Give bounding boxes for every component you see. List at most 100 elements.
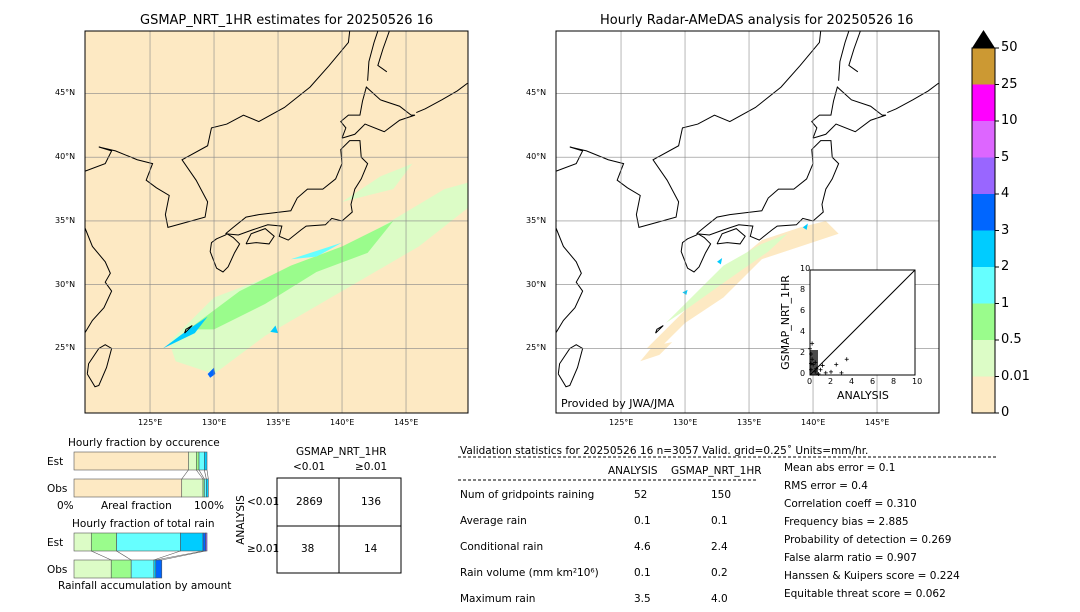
- scatter-y-tick: 2: [800, 348, 806, 357]
- score-line: Hanssen & Kuipers score = 0.224: [784, 570, 960, 582]
- lon-tick-label: 125°E: [138, 418, 163, 427]
- right-map-content: [556, 31, 939, 413]
- score-line: Frequency bias = 2.885: [784, 516, 909, 528]
- coastline: [85, 31, 351, 228]
- left-map-frame: [84, 30, 469, 414]
- lat-tick-label: 40°N: [526, 152, 547, 162]
- colorbar-segment: [972, 303, 995, 340]
- rain-fraction-bar-connector: [155, 550, 204, 561]
- rain-fraction-bar-segment: [202, 532, 206, 552]
- radar-coverage-area: [640, 342, 673, 362]
- provider-credit: Provided by JWA/JMA: [561, 397, 675, 410]
- lon-tick-label: 135°E: [737, 418, 762, 427]
- colorbar-segment: [972, 84, 995, 121]
- cell-hit: 14: [364, 543, 378, 555]
- occ-obs-label: Obs: [47, 483, 68, 495]
- lon-tick-label: 145°E: [865, 418, 890, 427]
- score-line: Correlation coeff = 0.310: [784, 498, 917, 510]
- rain-fraction-bar-segment: [90, 532, 117, 552]
- scatter-point: [820, 363, 825, 368]
- rain-area-heavy: [290, 242, 343, 260]
- rain-est-label: Est: [47, 537, 64, 549]
- cell-hit-none: 2869: [296, 496, 323, 508]
- stats-col-analysis: ANALYSIS: [608, 465, 658, 477]
- lon-tick-label: 135°E: [266, 418, 291, 427]
- right-map-title: Hourly Radar-AMeDAS analysis for 2025052…: [600, 13, 914, 28]
- scatter-point: [829, 369, 833, 374]
- stats-row-label: Num of gridpoints raining: [460, 489, 595, 501]
- lat-tick-label: 25°N: [55, 343, 76, 353]
- coastline: [716, 228, 746, 245]
- scatter-x-tick: 2: [828, 377, 834, 386]
- colorbar-segment: [972, 267, 995, 304]
- colorbar-label: 1: [1001, 295, 1010, 311]
- rain-fraction-bar-segment: [116, 532, 181, 552]
- stats-gsmap-value: 4.0: [711, 593, 728, 605]
- coastline: [416, 82, 468, 114]
- colorbar-segment: [972, 340, 995, 377]
- rain-fraction-bar-connector: [116, 550, 132, 561]
- scatter-x-tick: 6: [870, 377, 876, 386]
- lat-tick-label: 30°N: [55, 279, 76, 289]
- occurrence-bar-segment: [73, 451, 189, 471]
- occurrence-bar-connector: [196, 469, 204, 480]
- lon-tick-label: 140°E: [801, 418, 826, 427]
- stats-gsmap-value: 2.4: [711, 541, 728, 553]
- occ-xlabel: Areal fraction: [101, 500, 172, 512]
- colorbar-label: 0.5: [1001, 332, 1022, 347]
- occurrence-bar-connector: [204, 469, 207, 480]
- occ-est-label: Est: [47, 456, 64, 468]
- rain-cell: [717, 257, 723, 265]
- occ-tick-100: 100%: [194, 500, 225, 512]
- stats-analysis-value: 4.6: [634, 541, 651, 553]
- rain-fraction-bar-connector: [91, 550, 112, 561]
- rain-fraction-bar-segment: [155, 559, 163, 579]
- score-line: False alarm ratio = 0.907: [784, 552, 917, 564]
- rain-cell-intense: [207, 367, 216, 378]
- score-line: RMS error = 0.4: [784, 480, 868, 492]
- scatter-point-cluster: [810, 350, 818, 375]
- stats-gsmap-value: 150: [711, 489, 732, 501]
- scatter-x-tick: 10: [912, 377, 923, 386]
- lon-tick-label: 140°E: [330, 418, 355, 427]
- lon-tick-label: 130°E: [673, 418, 698, 427]
- scatter-point: [810, 341, 815, 346]
- stats-analysis-value: 0.1: [634, 515, 651, 527]
- scatter-point: [834, 362, 839, 367]
- coastline: [655, 325, 664, 334]
- coastline: [377, 31, 390, 73]
- table-title: GSMAP_NRT_1HR: [296, 446, 387, 458]
- stats-gsmap-value: 0.2: [711, 567, 728, 579]
- occurrence-bar-connector: [206, 469, 209, 480]
- rain-cell: [270, 325, 279, 334]
- right-map: [555, 30, 940, 414]
- scatter-x-tick: 8: [891, 377, 897, 386]
- scatter-y-tick: 8: [800, 285, 806, 294]
- coastline: [838, 31, 850, 81]
- stats-row-label: Conditional rain: [460, 541, 544, 553]
- rain-fraction-bar-connector: [153, 550, 181, 561]
- scatter-y-tick: 4: [800, 327, 806, 336]
- score-line: Mean abs error = 0.1: [784, 462, 896, 474]
- rain-area-light: [665, 233, 788, 323]
- cell-false-alarm: 136: [361, 496, 382, 508]
- rain-fraction-bar-segment: [205, 532, 208, 552]
- stats-gsmap-value: 0.1: [711, 515, 728, 527]
- lon-tick-label: 145°E: [394, 418, 419, 427]
- right-map-frame: [555, 30, 940, 414]
- lat-tick-label: 35°N: [55, 215, 76, 225]
- lat-tick-label: 35°N: [526, 215, 547, 225]
- stats-analysis-value: 3.5: [634, 593, 651, 605]
- colorbar-label: 0: [1001, 405, 1010, 420]
- lat-tick-label: 45°N: [526, 88, 547, 98]
- left-map: [84, 30, 469, 414]
- rain-fraction-bar-segment: [73, 559, 112, 579]
- coastline: [85, 227, 113, 334]
- coastline: [811, 86, 887, 139]
- rain-fraction-bar-segment: [73, 532, 92, 552]
- scatter-y-tick: 10: [800, 264, 811, 273]
- scatter-y-tick: 0: [800, 369, 806, 378]
- rain-fraction-bar-connector: [161, 550, 206, 561]
- rain-obs-label: Obs: [47, 564, 68, 576]
